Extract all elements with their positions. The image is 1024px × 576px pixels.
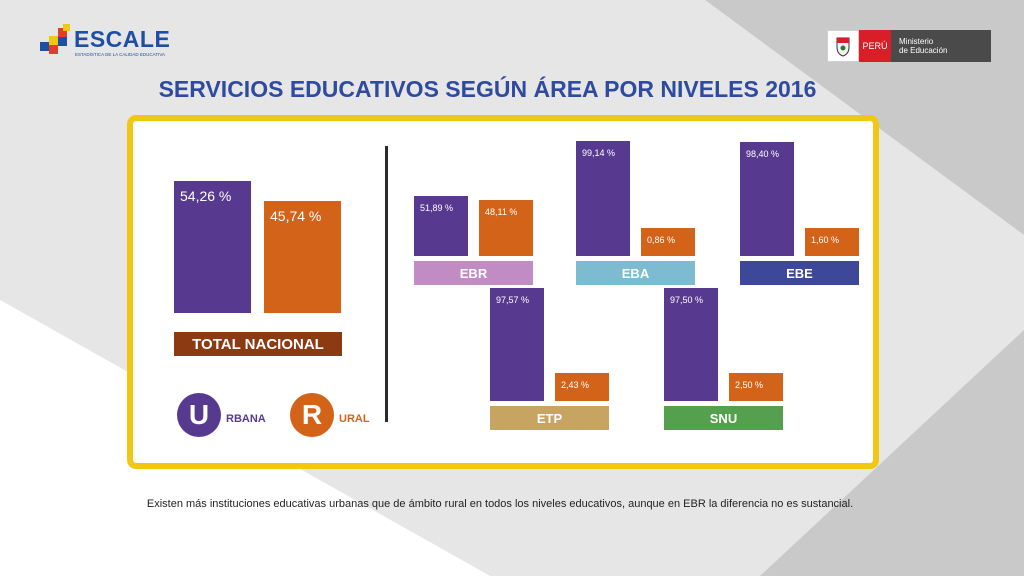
ebr-rural-bar (479, 200, 533, 256)
etp-urbana-bar (490, 287, 544, 401)
escale-brand-subtitle: ESTADÍSTICA DE LA CALIDAD EDUCATIVA (75, 52, 166, 57)
total-urbana-value-label: 54,26 % (180, 187, 232, 204)
ministry-logo: PERÚ Ministerio de Educación (827, 30, 991, 62)
snu-urbana-value-label: 97,50 % (670, 294, 704, 305)
panel-divider (385, 146, 388, 422)
total-rural-bar (264, 201, 341, 313)
total-rural-value-label: 45,74 % (270, 208, 322, 225)
ebe-category-label: EBE (740, 261, 859, 285)
snu-urbana-bar (664, 287, 718, 401)
footnote: Existen más instituciones educativas urb… (146, 498, 854, 510)
etp-category-label: ETP (490, 406, 609, 430)
total-urbana-bar (174, 180, 251, 313)
ebr-urbana-value-label: 51,89 % (420, 202, 454, 213)
eba-rural-bar (641, 228, 695, 256)
legend-rural-circle: R (290, 393, 334, 437)
eba-urbana-value-label: 99,14 % (582, 147, 616, 158)
etp-urbana-value-label: 97,57 % (496, 294, 530, 305)
escale-logo: ESCALE ESTADÍSTICA DE LA CALIDAD EDUCATI… (40, 24, 170, 60)
ebe-rural-value-label: 1,60 % (811, 235, 840, 245)
ministry-name: Ministerio de Educación (891, 30, 991, 62)
ebe-urbana-bar (740, 141, 794, 256)
ebr-rural-value-label: 48,11 % (485, 207, 518, 218)
ebe-urbana-value-label: 98,40 % (746, 148, 780, 159)
ebr-category-label: EBR (414, 261, 533, 285)
etp-rural-bar (555, 373, 609, 401)
snu-rural-value-label: 2,50 % (735, 380, 764, 390)
ebr-urbana-bar (414, 195, 468, 256)
eba-urbana-bar (576, 140, 630, 256)
escale-brand-name: ESCALE (74, 26, 171, 52)
ebe-rural-bar (805, 228, 859, 256)
ministry-line-1: Ministerio (899, 37, 934, 46)
peru-label: PERÚ (859, 30, 891, 62)
eba-category-label: EBA (576, 261, 695, 285)
etp-rural-value-label: 2,43 % (561, 380, 590, 390)
page-title: SERVICIOS EDUCATIVOS SEGÚN ÁREA POR NIVE… (158, 76, 817, 102)
snu-category-label: SNU (664, 406, 783, 430)
total-nacional-label: TOTAL NACIONAL (174, 332, 342, 356)
legend-urbana-text: RBANA (226, 413, 266, 425)
escale-logo-icon (40, 24, 70, 54)
legend-urbana-circle: U (177, 393, 221, 437)
eba-rural-value-label: 0,86 % (647, 235, 676, 245)
snu-rural-bar (729, 373, 783, 401)
ministry-line-2: de Educación (899, 46, 948, 55)
legend-rural-text: URAL (339, 413, 370, 425)
peru-shield-icon (827, 30, 859, 62)
